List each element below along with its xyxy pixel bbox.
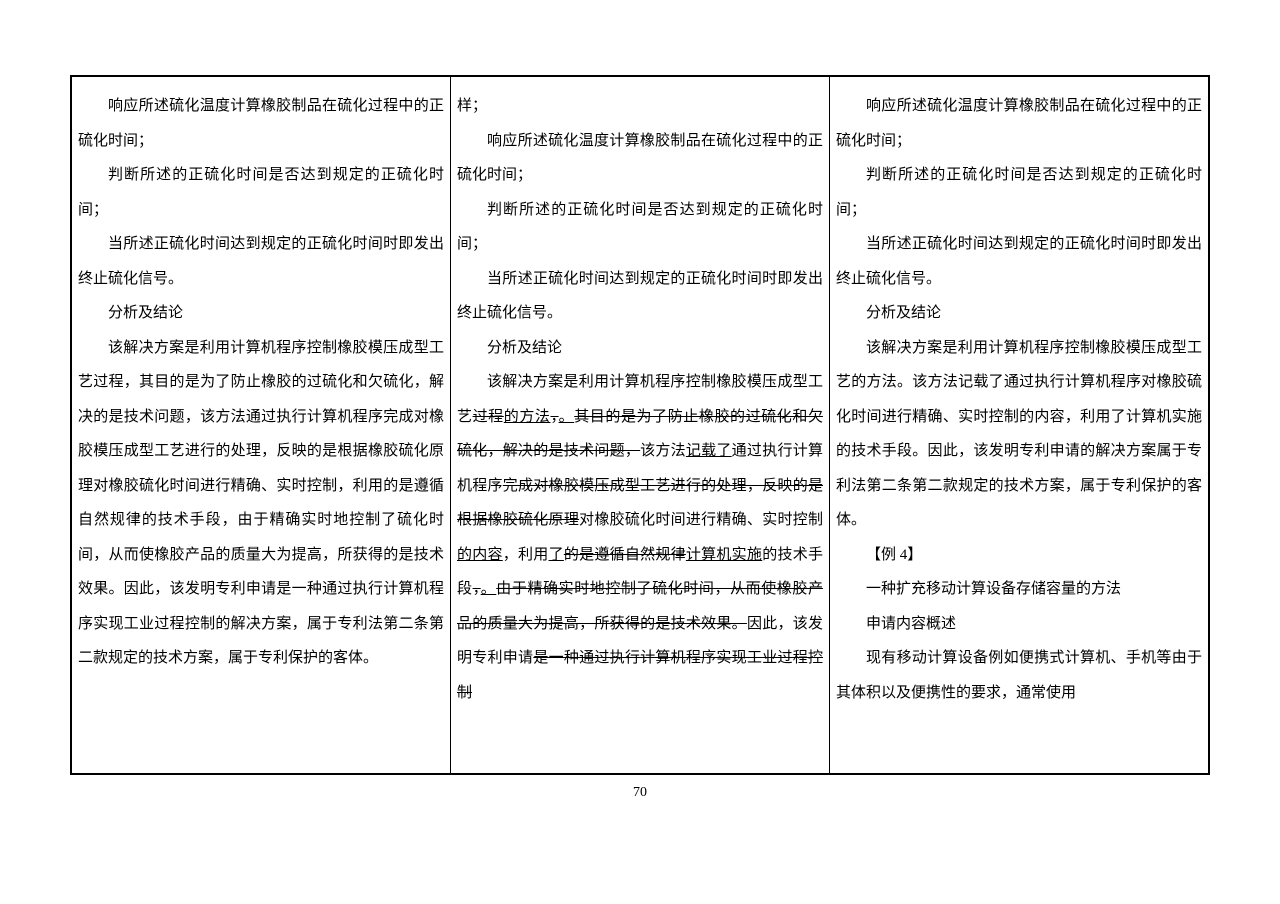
col3-p2: 判断所述的正硫化时间是否达到规定的正硫化时间； [836, 158, 1202, 227]
col3-p3: 当所述正硫化时间达到规定的正硫化时间时即发出终止硫化信号。 [836, 227, 1202, 296]
col2-p2: 响应所述硫化温度计算橡胶制品在硫化过程中的正硫化时间； [457, 124, 823, 193]
strike-text: 的是遵循自然规律 [564, 547, 686, 563]
col2-p5: 分析及结论 [457, 331, 823, 366]
col2-p6: 该解决方案是利用计算机程序控制橡胶模压成型工艺过程的方法，。其目的是为了防止橡胶… [457, 365, 823, 710]
page-number: 70 [633, 777, 647, 809]
col2-p1: 样； [457, 89, 823, 124]
underline-text: 计算机实施 [686, 547, 762, 563]
col1-p3: 当所述正硫化时间达到规定的正硫化时间时即发出终止硫化信号。 [78, 227, 444, 296]
underline-text: 。 [559, 409, 575, 425]
page-border: 响应所述硫化温度计算橡胶制品在硫化过程中的正硫化时间； 判断所述的正硫化时间是否… [70, 75, 1210, 775]
column-2: 样； 响应所述硫化温度计算橡胶制品在硫化过程中的正硫化时间； 判断所述的正硫化时… [451, 77, 830, 773]
column-3: 响应所述硫化温度计算橡胶制品在硫化过程中的正硫化时间； 判断所述的正硫化时间是否… [830, 77, 1208, 773]
col1-p5: 该解决方案是利用计算机程序控制橡胶模压成型工艺过程，其目的是为了防止橡胶的过硫化… [78, 331, 444, 676]
col3-p4: 分析及结论 [836, 296, 1202, 331]
underline-text: 记载了 [686, 443, 732, 459]
col3-p5: 该解决方案是利用计算机程序控制橡胶模压成型工艺的方法。该方法记载了通过执行计算机… [836, 331, 1202, 538]
column-layout: 响应所述硫化温度计算橡胶制品在硫化过程中的正硫化时间； 判断所述的正硫化时间是否… [72, 77, 1208, 773]
col1-p1: 响应所述硫化温度计算橡胶制品在硫化过程中的正硫化时间； [78, 89, 444, 158]
underline-text: 的内容 [457, 547, 503, 563]
col2-p4: 当所述正硫化时间达到规定的正硫化时间时即发出终止硫化信号。 [457, 262, 823, 331]
underline-text: 的方法 [504, 409, 551, 425]
underline-text: 。 [481, 581, 497, 597]
col3-p8: 申请内容概述 [836, 607, 1202, 642]
col3-p7: 一种扩充移动计算设备存储容量的方法 [836, 572, 1202, 607]
col3-p9: 现有移动计算设备例如便携式计算机、手机等由于其体积以及便携性的要求，通常使用 [836, 641, 1202, 710]
col3-p1: 响应所述硫化温度计算橡胶制品在硫化过程中的正硫化时间； [836, 89, 1202, 158]
col1-p4: 分析及结论 [78, 296, 444, 331]
strike-text: ， [473, 581, 481, 597]
strike-text: ， [551, 409, 559, 425]
column-1: 响应所述硫化温度计算橡胶制品在硫化过程中的正硫化时间； 判断所述的正硫化时间是否… [72, 77, 451, 773]
col3-p6: 【例 4】 [836, 538, 1202, 573]
underline-text: 了 [549, 547, 564, 563]
col1-p2: 判断所述的正硫化时间是否达到规定的正硫化时间； [78, 158, 444, 227]
col2-p3: 判断所述的正硫化时间是否达到规定的正硫化时间； [457, 193, 823, 262]
strike-text: 过程 [473, 409, 504, 425]
